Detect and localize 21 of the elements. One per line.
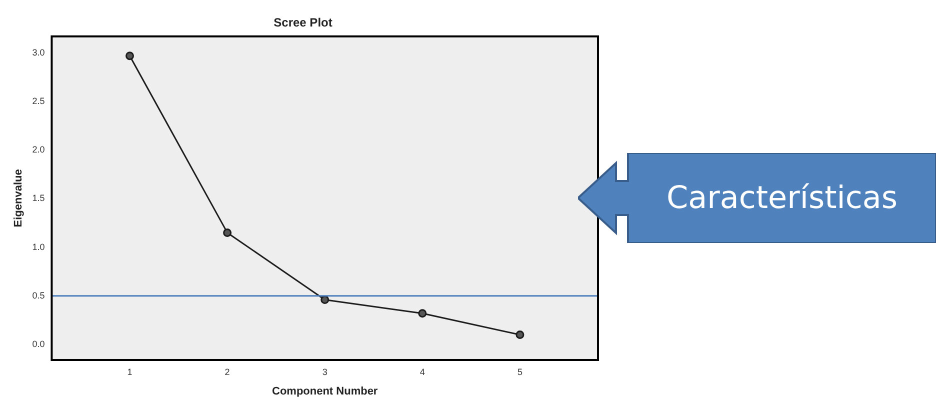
x-tick-label: 1 [127,366,132,377]
chart-title: Scree Plot [274,16,332,30]
point [126,52,134,60]
y-tick-label: 2.5 [32,96,45,106]
y-tick-label: 1.5 [32,193,45,204]
x-tick-label: 3 [322,366,328,377]
x-tick-label: 5 [517,366,522,377]
x-tick-label: 2 [224,366,230,377]
x-axis-title: Component Number [272,385,378,398]
point [516,330,524,339]
point [223,228,232,237]
x-tick-label: 4 [420,366,425,377]
point [418,309,427,318]
text: Características [665,179,899,218]
y-tick-label: 1.0 [32,242,45,252]
y-tick-label: 3.0 [32,47,45,58]
point [320,296,330,304]
y-tick-label: 0.5 [32,290,45,300]
y-tick-label: 2.0 [32,144,45,155]
y-axis-title: Eigenvalue [12,169,25,228]
y-tick-label: 0.0 [32,338,45,349]
